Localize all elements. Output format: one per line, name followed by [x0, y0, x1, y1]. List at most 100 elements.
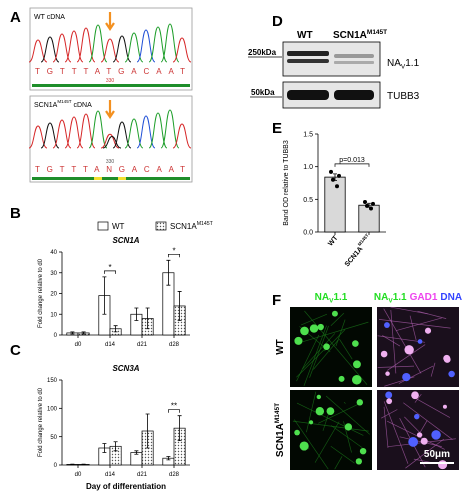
cell: [431, 430, 441, 440]
blot-band: [287, 90, 329, 100]
neurite: [417, 310, 447, 319]
x-tick-label: d28: [169, 472, 180, 478]
chromatogram-peak: [88, 24, 108, 63]
text-part: cDNA: [74, 102, 93, 109]
neurite: [403, 402, 453, 440]
y-tick-label: 0: [54, 463, 58, 469]
neurite: [343, 402, 346, 404]
text-part: SCN1A: [344, 246, 365, 269]
cell: [443, 356, 451, 363]
x-tick-label: d0: [75, 342, 82, 348]
arrow: [105, 100, 115, 119]
cell: [411, 391, 419, 400]
cell: [317, 323, 324, 331]
marker-label: 250kDa: [248, 48, 277, 57]
lane-label: SCN1AM145T: [333, 29, 387, 41]
legend-label: WT: [112, 222, 125, 231]
band-label: NAV1.1: [387, 58, 420, 71]
cell: [380, 350, 388, 358]
scale-bar-label: 50μm: [424, 449, 450, 460]
error-bar: [113, 441, 118, 452]
lane-label: WT: [297, 30, 313, 41]
neurite: [419, 420, 428, 433]
text-part: NA: [315, 292, 329, 303]
chromatogram-peak: [52, 119, 72, 149]
chromatogram-peak: [124, 118, 144, 149]
neurite: [395, 317, 442, 332]
x-tick-label: d21: [137, 472, 148, 478]
neurite: [325, 395, 370, 435]
error-bar: [113, 325, 118, 333]
chromatogram-peak: [102, 135, 122, 149]
chromatogram-peak: [124, 32, 144, 63]
chromatogram-peak: [28, 125, 48, 149]
trace-label: WT cDNA: [34, 14, 65, 21]
error-bar: [145, 307, 150, 330]
x-tick-label: d14: [105, 472, 116, 478]
text-part: SCN1A: [333, 30, 367, 41]
position-label: 330: [106, 78, 115, 84]
micrographs: [290, 306, 459, 470]
significance-label: *: [108, 263, 111, 272]
cell: [414, 413, 420, 420]
data-point: [365, 203, 369, 208]
error-bar: [81, 463, 86, 466]
base-sequence: TGTTTATGACAAT: [35, 67, 185, 76]
cell: [299, 441, 309, 451]
cell: [331, 310, 338, 317]
y-tick-label: 10: [50, 312, 57, 318]
x-axis-label: Day of differentiation: [86, 482, 166, 491]
micrograph: [290, 307, 372, 387]
y-tick-label: 100: [47, 406, 58, 412]
neurite: [387, 344, 426, 371]
text-part: M145T: [274, 403, 281, 423]
cell: [416, 432, 423, 438]
cell: [323, 343, 330, 351]
y-tick-label: 1.0: [303, 164, 313, 171]
neurite: [330, 312, 345, 327]
arrow: [105, 12, 115, 31]
quality-bar: [32, 177, 190, 180]
neurite: [383, 401, 409, 464]
text-part: V: [401, 64, 406, 71]
cell: [353, 360, 361, 369]
neurite: [405, 438, 444, 469]
neurite: [390, 306, 429, 315]
data-point: [329, 169, 333, 174]
chromatogram-peak: [40, 122, 60, 149]
band-label: TUBB3: [387, 91, 420, 102]
panel-label: A: [10, 9, 21, 26]
text-part: NA: [387, 58, 401, 69]
y-tick-label: 30: [50, 271, 57, 277]
blot-band: [334, 54, 374, 58]
x-tick-label: d21: [137, 342, 148, 348]
x-tick-label: d14: [105, 342, 116, 348]
neurite: [382, 335, 401, 347]
blot-band: [287, 51, 329, 56]
x-tick-label: d28: [169, 342, 180, 348]
text-part: WT: [275, 339, 286, 355]
cell: [404, 345, 414, 355]
panel-label: E: [272, 120, 282, 137]
y-axis-label: Fold change relative to d0: [38, 387, 44, 457]
data-point: [337, 173, 341, 178]
trace-frame: [29, 7, 193, 91]
neurite: [414, 393, 422, 403]
x-tick-label: d0: [75, 472, 82, 478]
error-bar: [134, 307, 139, 321]
cell: [352, 340, 359, 347]
neurite: [430, 362, 436, 377]
neurite: [314, 421, 340, 463]
x-tick-label: SCN1AM145T: [342, 233, 374, 269]
cell: [386, 398, 393, 405]
significance-label: *: [172, 246, 175, 255]
cell: [308, 420, 314, 425]
chart-title: SCN3A: [112, 364, 139, 373]
panel-label: D: [272, 13, 283, 30]
cell: [326, 407, 335, 415]
significance-label: **: [171, 402, 177, 411]
cell: [294, 429, 300, 436]
neurite: [309, 325, 329, 378]
legend-swatch: [97, 221, 109, 231]
chromatogram-peak: [112, 35, 132, 63]
